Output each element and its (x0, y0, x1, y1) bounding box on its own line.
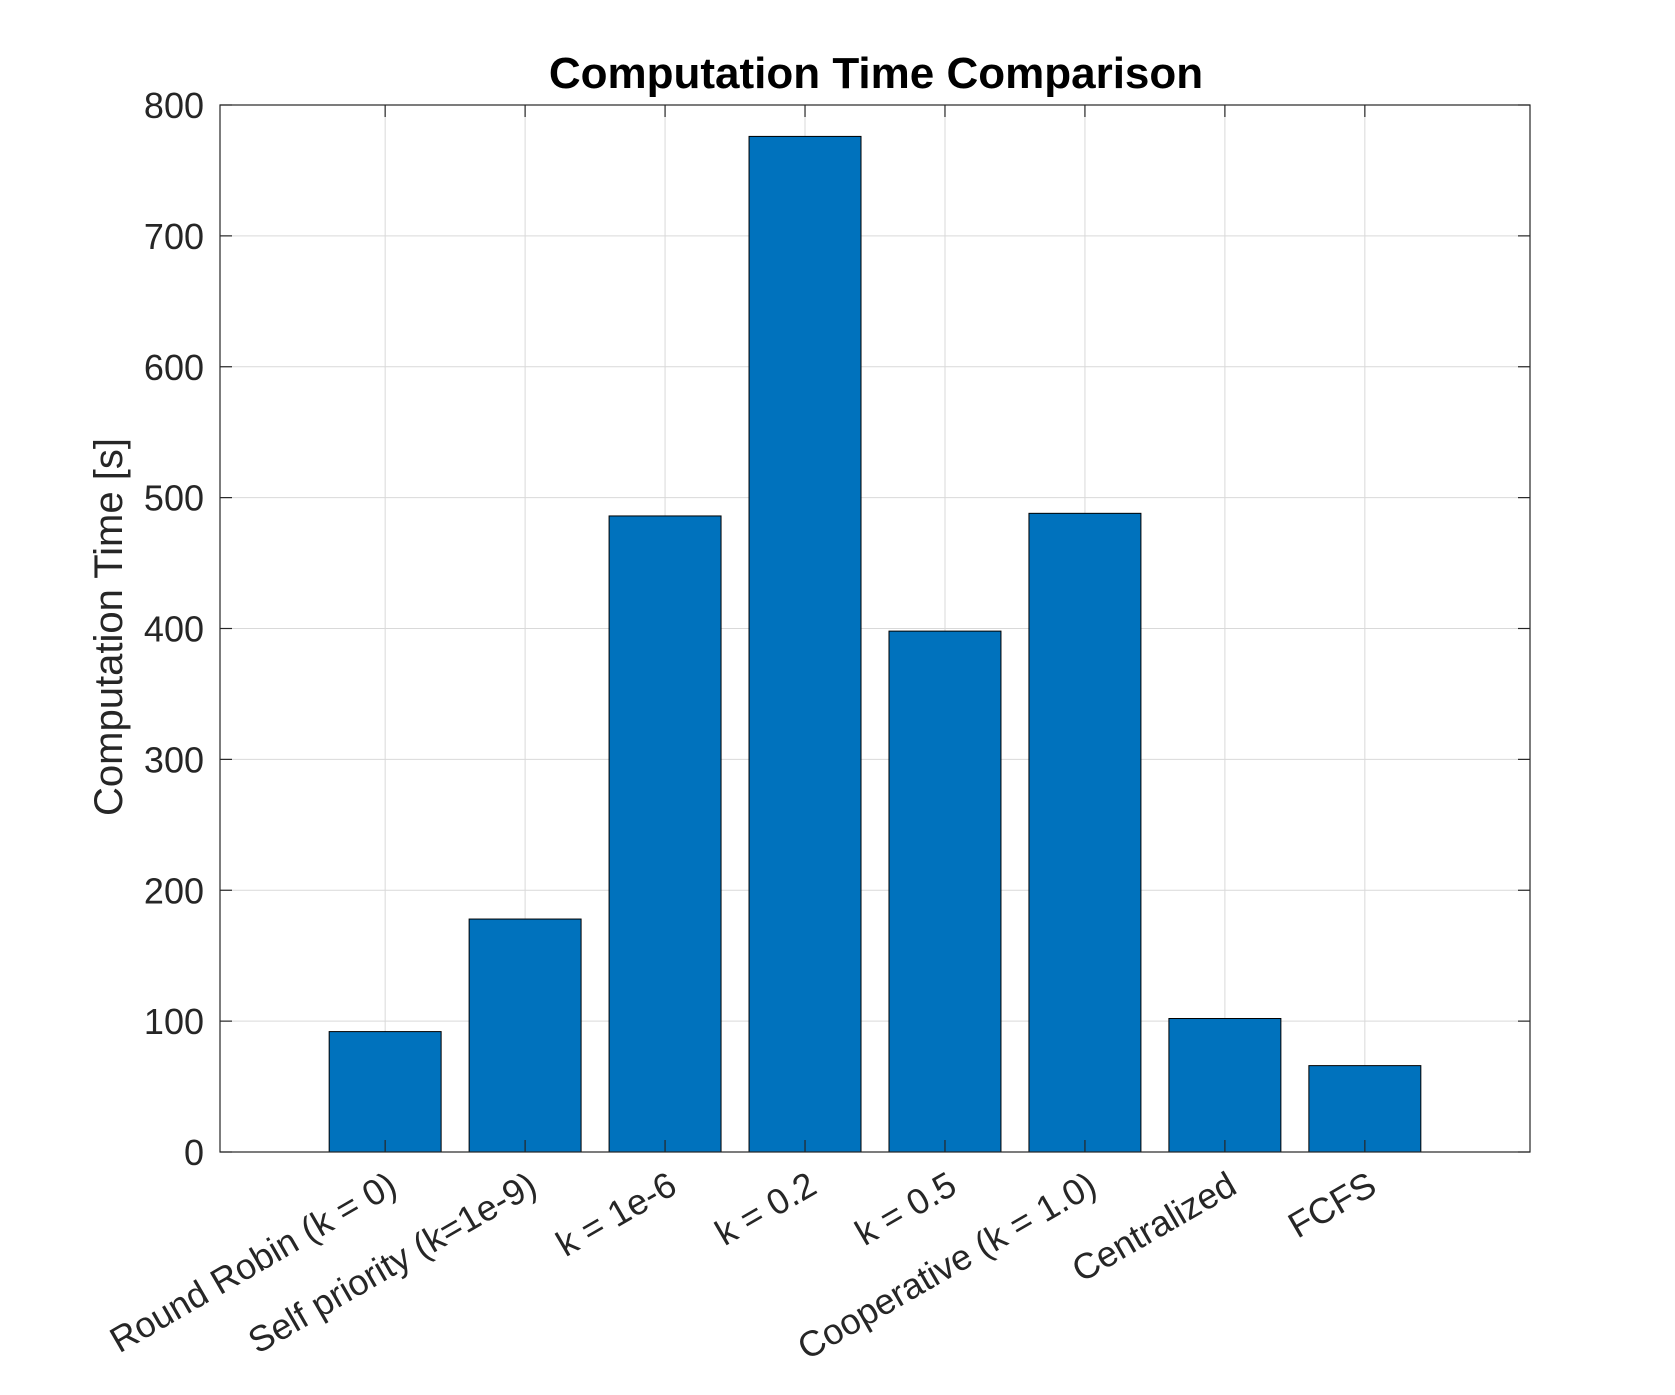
x-tick-label: k = 0.2 (708, 1163, 823, 1253)
chart-title: Computation Time Comparison (549, 49, 1203, 98)
y-tick-label: 100 (144, 1001, 204, 1042)
y-tick-label: 0 (184, 1132, 204, 1173)
y-tick-label: 800 (144, 85, 204, 126)
x-tick-label: k = 0.5 (848, 1163, 963, 1253)
bar (888, 630, 1002, 1153)
bar (468, 918, 582, 1153)
bar (748, 135, 862, 1153)
bar (1028, 512, 1142, 1153)
x-tick-label: FCFS (1281, 1163, 1383, 1246)
y-tick-label: 600 (144, 347, 204, 388)
y-tick-label: 300 (144, 739, 204, 780)
bar (1308, 1065, 1422, 1153)
y-tick-label: 700 (144, 216, 204, 257)
x-tick-label: k = 1e-6 (549, 1163, 683, 1264)
y-tick-label: 500 (144, 478, 204, 519)
bar (1168, 1018, 1282, 1153)
bars (328, 135, 1422, 1153)
y-axis-label: Computation Time [s] (87, 438, 131, 816)
y-tick-label: 400 (144, 609, 204, 650)
bar (608, 515, 722, 1153)
bar (328, 1031, 442, 1153)
y-tick-label: 200 (144, 870, 204, 911)
grid-lines (220, 104, 1530, 1153)
